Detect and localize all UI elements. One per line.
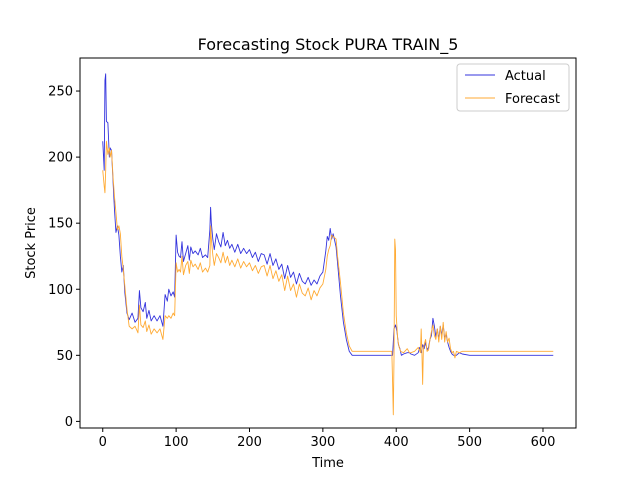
series-line-actual <box>102 73 554 356</box>
y-axis: 0 50 100 150 200 250 <box>48 85 80 430</box>
legend-label-actual: Actual <box>505 69 546 84</box>
series-layer <box>102 73 554 416</box>
y-tick-label: 100 <box>48 283 73 298</box>
y-tick-label: 0 <box>65 415 73 430</box>
y-tick-label: 200 <box>48 151 73 166</box>
x-axis-label: Time <box>311 456 344 471</box>
y-tick-label: 50 <box>56 349 73 364</box>
legend-label-forecast: Forecast <box>505 92 560 107</box>
x-tick-label: 0 <box>99 435 107 450</box>
y-tick-label: 150 <box>48 217 73 232</box>
x-tick-label: 200 <box>237 435 262 450</box>
x-tick-label: 300 <box>310 435 335 450</box>
x-axis: 0 100 200 300 400 500 600 <box>99 428 556 450</box>
legend-box <box>456 63 570 112</box>
x-tick-label: 100 <box>164 435 189 450</box>
axes-frame <box>79 57 577 429</box>
x-tick-label: 400 <box>384 435 409 450</box>
y-tick-label: 250 <box>48 85 73 100</box>
series-line-forecast <box>102 140 554 416</box>
x-tick-label: 600 <box>531 435 556 450</box>
chart-title: Forecasting Stock PURA TRAIN_5 <box>198 35 459 55</box>
x-tick-label: 500 <box>457 435 482 450</box>
legend: Actual Forecast <box>456 63 570 112</box>
y-axis-label: Stock Price <box>24 207 39 279</box>
plot-area: 0 100 200 300 400 500 600 0 50 100 150 200 250 <box>48 57 577 450</box>
